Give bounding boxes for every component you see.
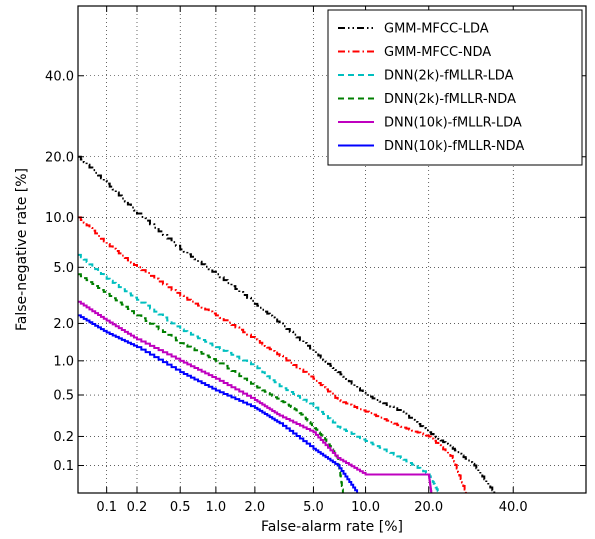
y-tick-label: 0.2 [53, 430, 74, 445]
y-tick-label: 2.0 [53, 317, 74, 332]
legend-label: DNN(2k)-fMLLR-NDA [384, 92, 516, 107]
tick-layer: 0.1 0.2 0.5 1.0 2.0 5.0 10.0 20.0 40.0 0.1 0.2 0.5 1… [45, 6, 586, 515]
y-tick-label: 5.0 [53, 261, 74, 276]
x-tick-label: 2.0 [245, 500, 266, 515]
y-tick-label: 0.5 [53, 389, 74, 404]
x-axis-label: False-alarm rate [%] [261, 519, 403, 535]
x-tick-label: 0.1 [96, 500, 117, 515]
legend-label: DNN(2k)-fMLLR-LDA [384, 69, 514, 84]
series-line-0 [78, 155, 496, 493]
y-tick-label: 10.0 [45, 211, 74, 226]
y-tick-label: 20.0 [45, 150, 74, 165]
series-line-4 [78, 300, 433, 493]
y-axis-label: False-negative rate [%] [14, 168, 30, 331]
x-tick-label: 0.2 [127, 500, 148, 515]
x-tick-label: 40.0 [499, 500, 528, 515]
legend-label: GMM-MFCC-NDA [384, 45, 491, 60]
x-tick-label: 20.0 [414, 500, 443, 515]
series-layer [78, 155, 496, 493]
legend: GMM-MFCC-LDA GMM-MFCC-NDA DNN(2k)-fMLLR-LD… [327, 9, 583, 166]
series-line-2 [78, 253, 440, 493]
x-tick-label: 5.0 [303, 500, 324, 515]
y-tick-label: 1.0 [53, 354, 74, 369]
legend-label: DNN(10k)-fMLLR-NDA [384, 139, 524, 154]
series-line-1 [78, 216, 467, 493]
series-line-5 [78, 314, 359, 493]
plot-frame [77, 5, 587, 494]
legend-label: DNN(10k)-fMLLR-LDA [384, 116, 522, 131]
x-tick-label: 1.0 [206, 500, 227, 515]
series-line-3 [78, 273, 344, 493]
x-tick-label: 0.5 [170, 500, 191, 515]
y-tick-label: 0.1 [53, 459, 74, 474]
y-tick-label: 40.0 [45, 69, 74, 84]
legend-label: GMM-MFCC-LDA [384, 22, 489, 37]
x-tick-label: 10.0 [351, 500, 380, 515]
legend-box [327, 9, 583, 166]
